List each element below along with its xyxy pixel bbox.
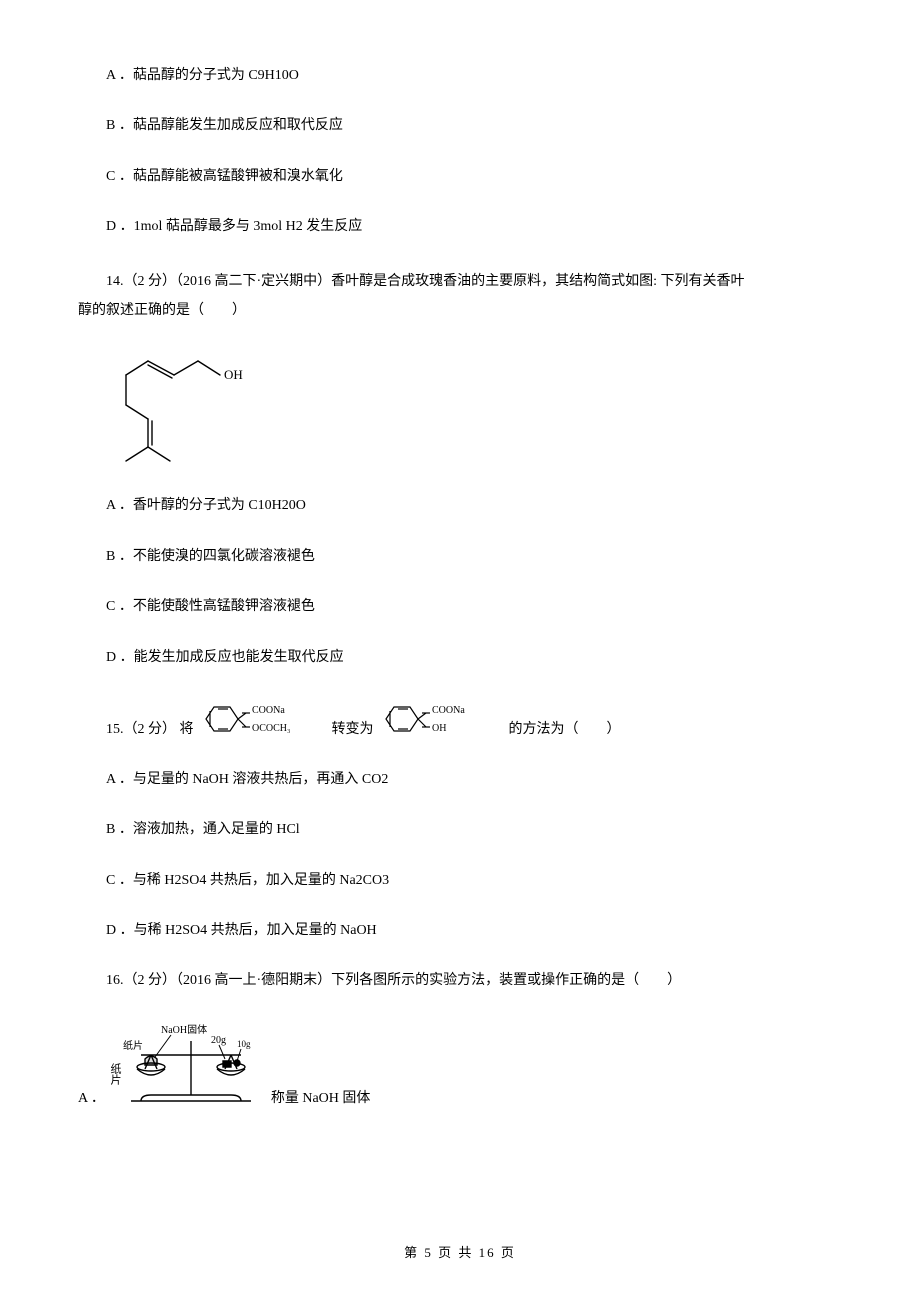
svg-text:纸片: 纸片 xyxy=(123,1039,143,1052)
q13-option-a: A ．萜品醇的分子式为 C9H10O xyxy=(78,65,842,87)
q16-stem: 16.（2 分）（2016 高一上·德阳期末）下列各图所示的实验方法，装置或操作… xyxy=(78,970,842,992)
q15-stem: 15.（2 分） 将 COONa OCOCH₃ 转变为 xyxy=(78,697,842,741)
svg-text:NaOH固体: NaOH固体 xyxy=(161,1024,207,1036)
q15-suffix: 的方法为（ ） xyxy=(474,719,621,741)
q15-struct-2: COONa OH xyxy=(374,697,474,741)
svg-text:10g: 10g xyxy=(237,1039,251,1049)
q15-option-a: A ．与足量的 NaOH 溶液共热后，再通入 CO2 xyxy=(78,769,842,791)
q15-option-b: B ．溶液加热，通入足量的 HCl xyxy=(78,819,842,841)
q15-option-c: C ．与稀 H2SO4 共热后，加入足量的 Na2CO3 xyxy=(78,870,842,892)
q14-stem-line1: 14.（2 分）（2016 高二下·定兴期中）香叶醇是合成玫瑰香油的主要原料，其… xyxy=(106,274,745,289)
q14-option-c: C ．不能使酸性高锰酸钾溶液褪色 xyxy=(78,596,842,618)
q14-option-b: B ．不能使溴的四氯化碳溶液褪色 xyxy=(78,546,842,568)
svg-text:OH: OH xyxy=(432,723,446,734)
q15-prefix: 15.（2 分） 将 xyxy=(78,719,194,741)
q13-option-d: D ．1mol 萜品醇最多与 3mol H2 发生反应 xyxy=(78,216,842,238)
q14-option-d: D ．能发生加成反应也能发生取代反应 xyxy=(78,647,842,669)
q13-option-b: B ．萜品醇能发生加成反应和取代反应 xyxy=(78,115,842,137)
q14-stem: 14.（2 分）（2016 高二下·定兴期中）香叶醇是合成玫瑰香油的主要原料，其… xyxy=(78,267,842,326)
q14-option-a: A ．香叶醇的分子式为 C10H20O xyxy=(78,495,842,517)
balance-diagram: 纸片 纸片 NaOH固体 20g 10g xyxy=(111,1021,271,1111)
page-footer: 第 5 页 共 16 页 xyxy=(0,1243,920,1264)
oh-label: OH xyxy=(224,367,243,382)
q16-a-trail: 称量 NaOH 固体 xyxy=(271,1088,371,1110)
svg-text:COONa: COONa xyxy=(252,705,285,716)
q16-a-label: A ． xyxy=(78,1088,105,1110)
svg-text:OCOCH₃: OCOCH₃ xyxy=(252,723,291,734)
q15-struct-1: COONa OCOCH₃ xyxy=(194,697,304,741)
q15-option-d: D ．与稀 H2SO4 共热后，加入足量的 NaOH xyxy=(78,920,842,942)
svg-text:20g: 20g xyxy=(211,1035,226,1046)
q14-structure: OH xyxy=(106,347,842,467)
q13-option-c: C ．萜品醇能被高锰酸钾被和溴水氧化 xyxy=(78,166,842,188)
q14-stem-line2: 醇的叙述正确的是（ ） xyxy=(78,296,246,325)
q15-mid: 转变为 xyxy=(304,719,374,741)
svg-text:纸片: 纸片 xyxy=(111,1063,122,1086)
svg-text:COONa: COONa xyxy=(432,705,465,716)
q16-option-a: A ． 纸片 纸 xyxy=(78,1021,842,1111)
